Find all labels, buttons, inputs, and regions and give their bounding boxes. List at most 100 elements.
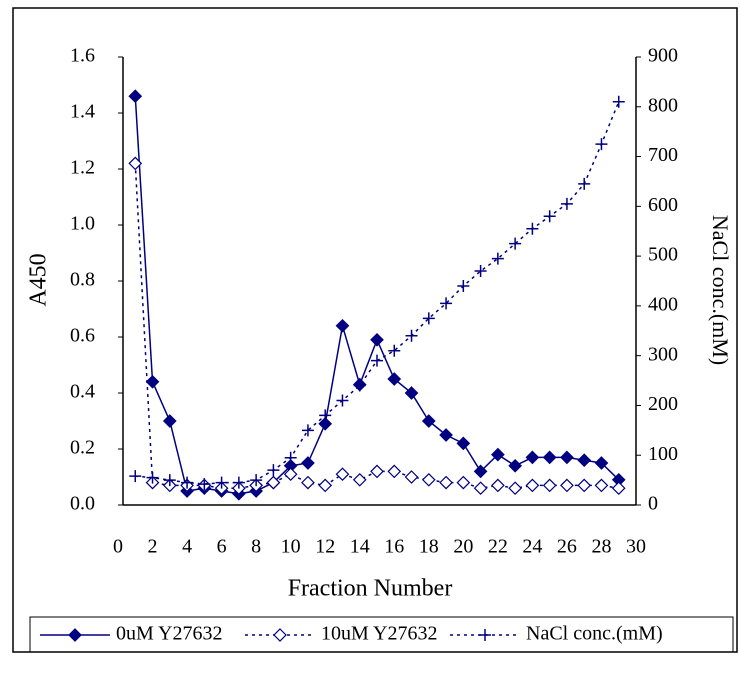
legend-marker (479, 629, 491, 641)
x-tick-label: 20 (453, 536, 473, 558)
data-point (267, 464, 280, 477)
y2-tick-label: 600 (648, 194, 678, 216)
data-point (456, 475, 471, 490)
data-point (439, 475, 453, 490)
data-point (508, 481, 522, 496)
y2-axis-title: NaCl conc.(mM) (708, 215, 733, 365)
series-line (134, 96, 620, 495)
data-point (440, 297, 453, 310)
y2-tick-label: 700 (648, 144, 678, 166)
data-point (370, 464, 384, 479)
data-point (353, 379, 366, 392)
y-tick-label: 1.4 (70, 101, 95, 123)
data-point (335, 318, 350, 333)
data-point (250, 474, 263, 487)
data-point (405, 329, 418, 342)
x-tick-label: 14 (350, 536, 370, 558)
x-tick-label: 22 (488, 536, 508, 558)
data-point (284, 451, 297, 464)
data-point (319, 409, 332, 422)
data-point (404, 470, 419, 484)
series-line (134, 163, 619, 489)
x-tick-label: 18 (419, 536, 439, 558)
x-tick-label: 2 (148, 536, 158, 558)
y-tick-label: 0.8 (70, 269, 95, 291)
data-point (335, 467, 350, 482)
data-point (404, 386, 419, 400)
x-tick-label: 6 (217, 536, 227, 558)
x-tick-label: 30 (626, 536, 646, 558)
data-point (542, 450, 557, 465)
data-point (318, 478, 333, 493)
x-tick-label: 28 (591, 536, 611, 558)
data-point (162, 414, 177, 428)
y-tick-label: 0.0 (70, 493, 95, 515)
data-point (560, 197, 573, 210)
data-point (422, 312, 435, 325)
data-point (577, 453, 592, 468)
x-tick-label: 4 (182, 536, 192, 558)
data-point (473, 481, 488, 496)
y-tick-label: 0.6 (70, 325, 95, 347)
data-point (336, 394, 349, 407)
data-point (577, 478, 592, 493)
data-point (612, 95, 625, 108)
data-point (543, 210, 556, 223)
legend-label: 10uM Y27632 (321, 623, 437, 645)
data-point (439, 428, 453, 442)
y-axis-title: A450 (26, 253, 52, 306)
data-point (578, 177, 591, 190)
legend-label: NaCl conc.(mM) (526, 623, 663, 645)
y2-tick-label: 800 (648, 94, 678, 116)
data-point (283, 467, 298, 482)
data-point (266, 475, 281, 490)
data-point (318, 416, 333, 431)
data-point (146, 471, 159, 484)
y2-tick-label: 500 (648, 244, 678, 266)
data-point (456, 436, 471, 451)
legend-marker (273, 628, 287, 642)
data-point (421, 414, 436, 428)
data-point (129, 470, 142, 483)
data-point (371, 354, 383, 367)
data-point (421, 472, 436, 487)
data-point (457, 279, 470, 292)
data-point (474, 265, 487, 278)
x-tick-label: 8 (251, 536, 261, 558)
x-tick-label: 10 (281, 536, 301, 558)
data-point (388, 344, 401, 357)
y-tick-label: 1.6 (70, 45, 95, 67)
data-point (595, 138, 608, 151)
data-point (491, 447, 505, 462)
data-point (387, 464, 402, 479)
legend-label: 0uM Y27632 (116, 623, 222, 645)
y-tick-label: 1.0 (70, 213, 95, 235)
data-point (198, 478, 211, 491)
data-point (301, 475, 315, 490)
data-point (509, 237, 522, 250)
data-point (215, 476, 228, 489)
y2-tick-label: 0 (648, 493, 658, 515)
data-point (594, 478, 609, 493)
data-point (301, 424, 314, 437)
data-point (232, 476, 245, 489)
data-point (594, 456, 609, 470)
data-point (526, 222, 539, 235)
data-point (387, 372, 402, 386)
x-tick-label: 12 (315, 536, 335, 558)
data-point (525, 450, 540, 465)
x-axis-title: Fraction Number (288, 576, 453, 602)
y2-tick-label: 300 (648, 343, 678, 365)
data-point (145, 374, 160, 389)
data-point (560, 478, 574, 493)
x-tick-label: 0 (113, 536, 123, 558)
data-point (128, 156, 143, 171)
x-tick-label: 24 (522, 536, 542, 558)
x-tick-label: 16 (384, 536, 404, 558)
data-point (491, 252, 504, 265)
y2-tick-label: 200 (648, 393, 678, 415)
y2-tick-label: 400 (648, 293, 678, 315)
y-tick-label: 1.2 (70, 157, 95, 179)
data-point (611, 481, 626, 496)
